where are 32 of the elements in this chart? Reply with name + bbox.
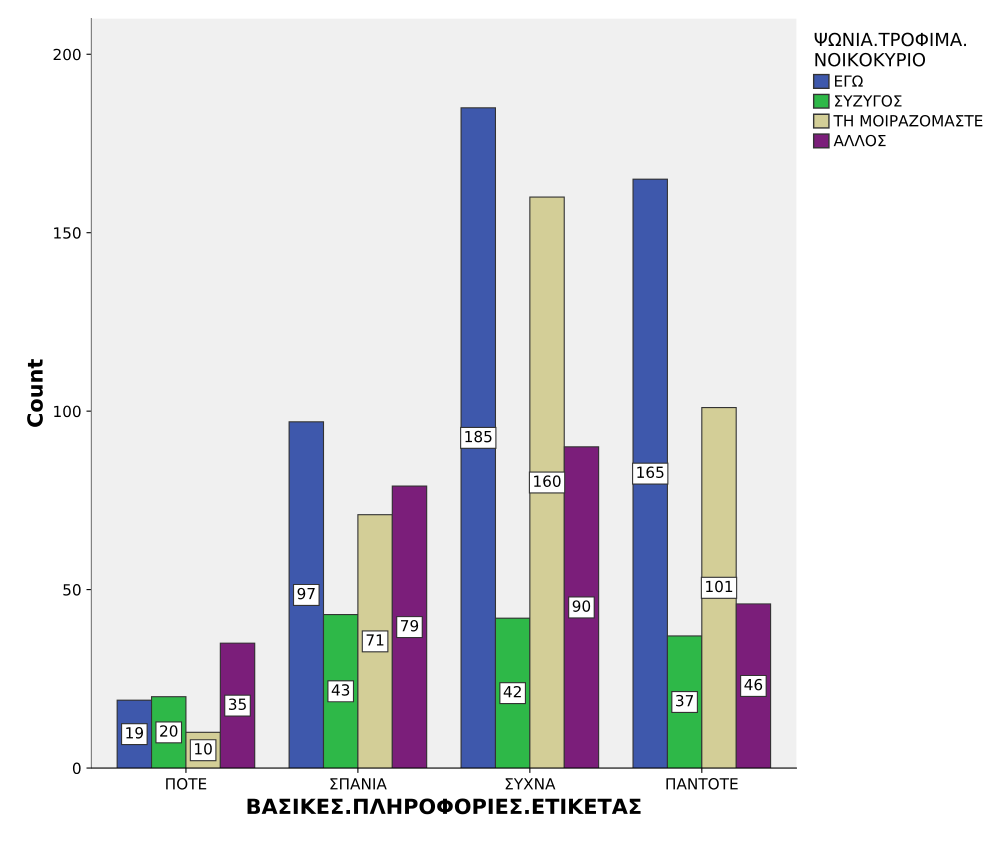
data-label: 37	[676, 694, 694, 706]
y-axis-title: Count	[27, 359, 43, 427]
y-tick-label: 200	[54, 48, 81, 60]
legend-label: ΑΛΛΟΣ	[834, 134, 886, 146]
legend-title: ΨΩΝΙΑ.ΤΡΟΦΙΜΑ. ΝΟΙΚΟΚΥΡΙΟ	[814, 32, 966, 67]
data-label: 71	[366, 634, 384, 646]
data-label: 43	[332, 684, 350, 696]
y-tick-label: 100	[54, 406, 81, 418]
y-tick-label: 0	[72, 762, 81, 774]
data-label: 35	[228, 698, 246, 710]
data-label: 46	[744, 678, 762, 690]
legend-label: ΤΗ ΜΟΙΡΑΖΟΜΑΣΤΕ	[833, 114, 982, 127]
y-tick-label: 50	[63, 584, 81, 596]
legend-label: ΕΓΩ	[835, 75, 863, 87]
data-label: 20	[160, 725, 178, 737]
y-tick-label: 150	[54, 227, 81, 239]
data-label: 10	[195, 743, 212, 755]
data-label: 42	[504, 686, 521, 698]
data-label: 97	[298, 588, 315, 600]
data-label: 79	[401, 620, 418, 632]
x-tick-label: ΠΑΝΤΟΤΕ	[666, 778, 738, 790]
x-tick-label: ΠΟΤΕ	[166, 778, 206, 790]
data-label: 19	[126, 727, 143, 739]
legend-label: ΣΥΖΥΓΟΣ	[835, 95, 902, 107]
x-tick-label: ΣΠΑΝΙΑ	[330, 778, 387, 790]
data-label: 185	[465, 430, 492, 442]
data-label: 165	[637, 466, 664, 478]
data-label: 90	[572, 600, 590, 612]
x-tick-label: ΣΥΧΝΑ	[506, 778, 556, 790]
data-label: 160	[534, 475, 561, 487]
data-label: 101	[706, 580, 732, 592]
x-axis-title: ΒΑΣΙΚΕΣ.ΠΛΗΡΟΦΟΡΙΕΣ.ΕΤΙΚΕΤΑΣ	[248, 798, 641, 814]
